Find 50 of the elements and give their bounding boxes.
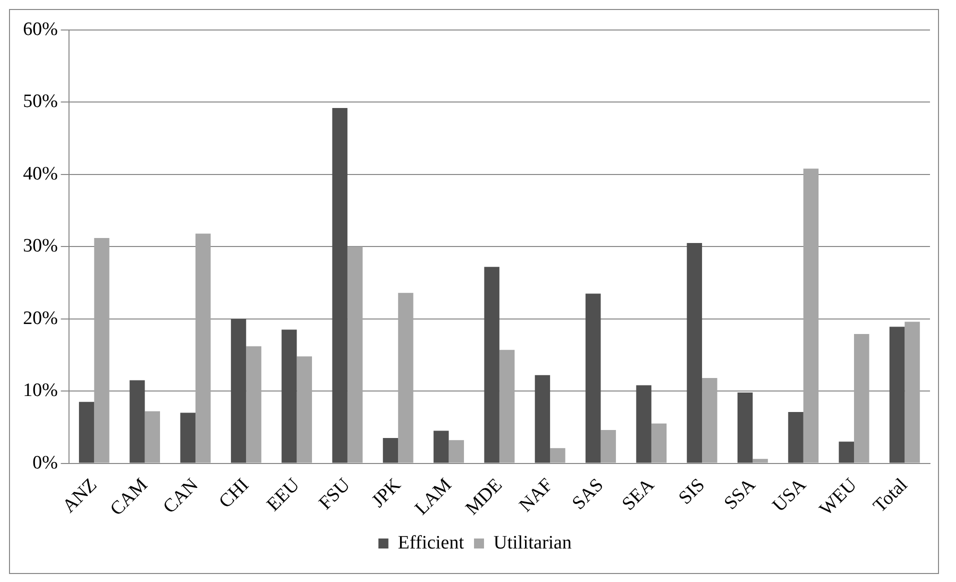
x-tick-label: CHI [215, 474, 254, 513]
x-tick-label: SEA [618, 474, 659, 515]
bar [484, 266, 500, 463]
y-tick-label: 60% [23, 18, 58, 40]
bar [636, 385, 652, 463]
bar [738, 392, 753, 463]
bar [803, 168, 819, 463]
bar [499, 350, 515, 463]
x-tick-label: SAS [568, 474, 608, 514]
bar [752, 458, 768, 463]
bar [144, 411, 160, 463]
bar [332, 108, 348, 463]
bar [347, 246, 363, 463]
bar [586, 294, 601, 463]
bar [434, 430, 449, 463]
x-tick-label: SSA [720, 474, 760, 514]
bar [904, 322, 920, 463]
bar [550, 448, 566, 463]
y-tick-label: 20% [23, 308, 58, 329]
bar [838, 442, 854, 463]
y-tick-label: 30% [23, 236, 58, 257]
bar [398, 292, 414, 463]
bar [651, 424, 667, 463]
x-tick-label: JPK [368, 474, 406, 512]
bar [534, 375, 550, 463]
bar [702, 378, 718, 463]
bar [382, 438, 398, 463]
x-tick-label: USA [768, 474, 811, 516]
y-tick-label: 40% [23, 163, 58, 184]
bar [889, 326, 905, 463]
bar [130, 380, 145, 463]
bar [195, 234, 211, 463]
y-tick-label: 10% [23, 380, 58, 402]
bar [246, 346, 262, 463]
bar [78, 402, 94, 463]
bar [854, 334, 870, 463]
bar [788, 412, 804, 463]
legend-label: Efficient [398, 532, 465, 554]
bar [686, 243, 702, 463]
bar [230, 318, 246, 463]
bar [296, 356, 312, 463]
y-tick-label: 0% [32, 452, 58, 474]
bar [180, 412, 196, 463]
bar [448, 440, 464, 463]
y-tick-label: 50% [23, 91, 58, 112]
bar [94, 238, 110, 463]
bar [282, 330, 297, 463]
x-tick-label: SIS [674, 474, 710, 509]
legend-label: Utilitarian [494, 532, 572, 554]
bar [600, 430, 616, 463]
